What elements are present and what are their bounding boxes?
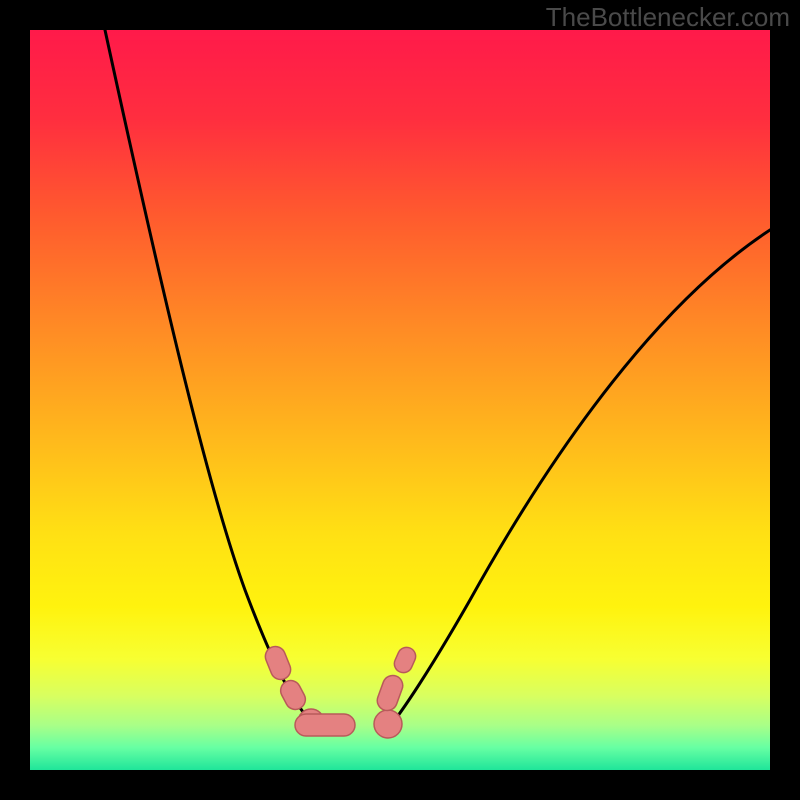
data-marker	[277, 677, 309, 713]
curves-layer	[0, 0, 800, 800]
chart-container: TheBottlenecker.com	[0, 0, 800, 800]
watermark-text: TheBottlenecker.com	[546, 2, 790, 33]
data-marker	[391, 644, 418, 675]
data-marker	[262, 643, 293, 682]
plot-area	[30, 30, 770, 770]
data-marker	[374, 710, 402, 738]
curve-right	[387, 230, 770, 730]
curve-left	[105, 30, 320, 730]
data-marker	[374, 673, 405, 714]
data-marker	[295, 714, 355, 736]
